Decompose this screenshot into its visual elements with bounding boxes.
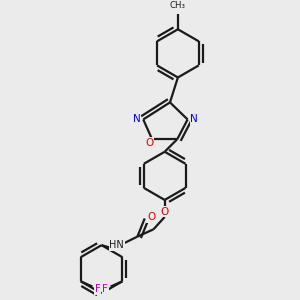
Text: F: F <box>102 284 108 294</box>
Text: O: O <box>147 212 155 222</box>
Text: CH₃: CH₃ <box>170 1 186 10</box>
Text: F: F <box>95 284 101 294</box>
Text: N: N <box>133 115 141 124</box>
Text: O: O <box>160 207 169 217</box>
Text: HN: HN <box>110 240 124 250</box>
Text: N: N <box>190 115 198 124</box>
Text: O: O <box>145 138 153 148</box>
